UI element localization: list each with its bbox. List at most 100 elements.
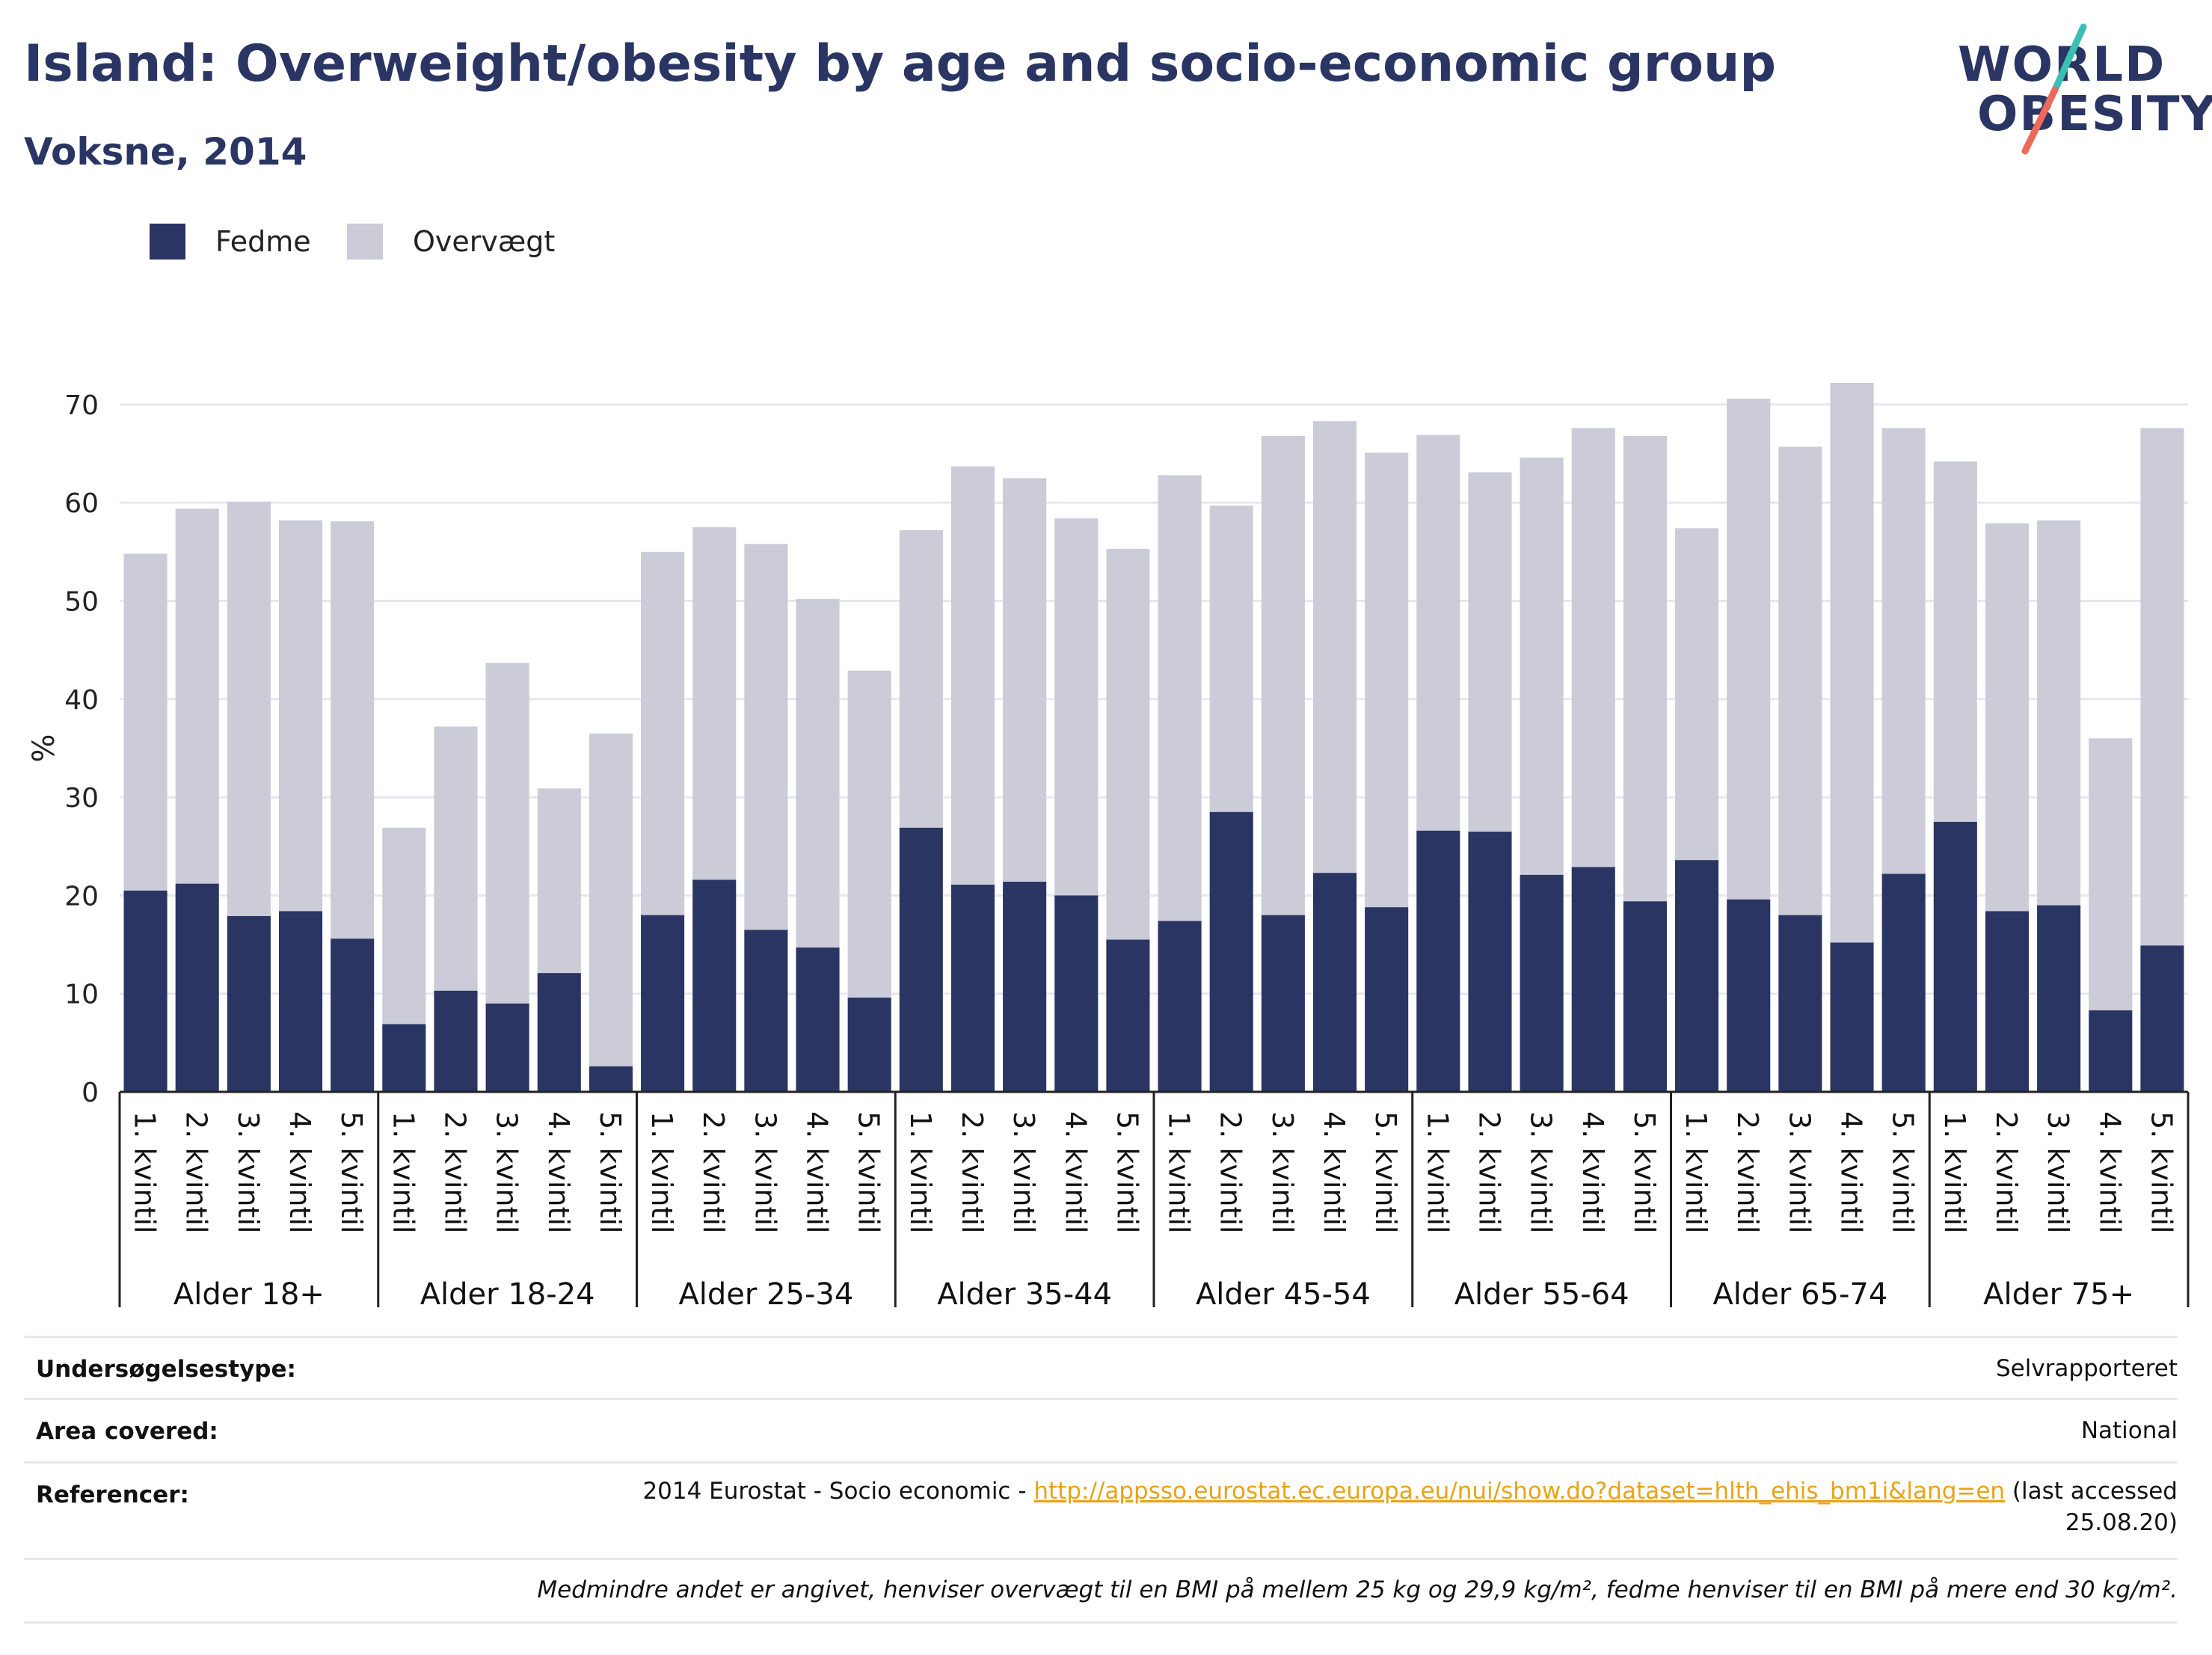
bar-overvaegt xyxy=(1209,506,1253,812)
bar-fedme xyxy=(331,939,375,1092)
bar-overvaegt xyxy=(382,827,426,1025)
legend-item-fedme[interactable]: Fedme xyxy=(150,221,311,262)
y-axis-label: % xyxy=(27,734,61,762)
bar-overvaegt xyxy=(1158,475,1202,921)
x-tick-label: 5. kvintil xyxy=(335,1111,368,1234)
bar-fedme xyxy=(692,879,737,1092)
group-label: Alder 18+ xyxy=(173,1277,325,1312)
bar-fedme xyxy=(1158,921,1202,1092)
x-tick-label: 3. kvintil xyxy=(1525,1111,1558,1234)
x-tick-label: 2. kvintil xyxy=(1731,1111,1764,1234)
x-tick-label: 4. kvintil xyxy=(2093,1111,2126,1234)
bar-overvaegt xyxy=(1054,518,1099,896)
x-tick-label: 3. kvintil xyxy=(1007,1111,1040,1234)
x-tick-label: 3. kvintil xyxy=(1266,1111,1299,1234)
legend-item-overvaegt[interactable]: Overvægt xyxy=(347,221,555,262)
x-tick-label: 5. kvintil xyxy=(1110,1111,1143,1234)
bar-overvaegt xyxy=(2037,520,2081,906)
x-tick-label: 5. kvintil xyxy=(1628,1111,1661,1234)
bar-fedme xyxy=(1623,901,1667,1092)
bar-fedme xyxy=(382,1024,426,1092)
bar-fedme xyxy=(1416,830,1460,1092)
bar-fedme xyxy=(123,890,168,1092)
reference-link[interactable]: http://appsso.eurostat.ec.europa.eu/nui/… xyxy=(1033,1478,2006,1505)
y-tick-label: 60 xyxy=(64,488,99,519)
x-tick-label: 1. kvintil xyxy=(129,1111,162,1234)
bar-fedme xyxy=(1261,915,1305,1092)
bar-overvaegt xyxy=(1416,435,1460,831)
group-label: Alder 65-74 xyxy=(1712,1277,1887,1312)
bar-overvaegt xyxy=(123,553,168,891)
bar-fedme xyxy=(899,827,943,1092)
reference-date: 25.08.20) xyxy=(2065,1509,2178,1536)
bar-overvaegt xyxy=(1261,435,1305,915)
bar-fedme xyxy=(1778,915,1822,1092)
x-tick-label: 2. kvintil xyxy=(1214,1111,1247,1234)
bar-fedme xyxy=(847,997,891,1092)
legend-swatch-overvaegt xyxy=(347,224,383,260)
x-tick-label: 1. kvintil xyxy=(1163,1111,1196,1234)
bar-fedme xyxy=(1312,873,1357,1092)
x-tick-label: 5. kvintil xyxy=(594,1111,627,1234)
x-tick-label: 4. kvintil xyxy=(801,1111,834,1234)
bar-overvaegt xyxy=(641,551,685,915)
bar-fedme xyxy=(1003,882,1047,1092)
y-tick-label: 50 xyxy=(64,587,99,618)
bar-fedme xyxy=(589,1066,633,1092)
bar-overvaegt xyxy=(1468,472,1512,832)
reference-prefix: 2014 Eurostat - Socio economic - xyxy=(642,1478,1034,1505)
bar-fedme xyxy=(1520,874,1564,1092)
x-tick-label: 3. kvintil xyxy=(232,1111,265,1234)
x-tick-label: 3. kvintil xyxy=(2042,1111,2074,1234)
bar-fedme xyxy=(1985,911,2030,1092)
logo-line-2: OBESITY xyxy=(1977,87,2212,142)
survey-type-value: Selvrapporteret xyxy=(1995,1355,2178,1382)
y-tick-label: 40 xyxy=(64,685,99,716)
y-tick-label: 20 xyxy=(64,881,99,912)
bar-fedme xyxy=(227,915,271,1092)
group-label: Alder 25-34 xyxy=(678,1277,853,1312)
info-row-references: Referencer: 2014 Eurostat - Socio econom… xyxy=(24,1461,2178,1558)
area-covered-label: Area covered: xyxy=(36,1418,218,1445)
bar-overvaegt xyxy=(227,501,271,916)
info-row-area: Area covered: National xyxy=(24,1398,2178,1461)
x-tick-label: 3. kvintil xyxy=(491,1111,523,1234)
x-tick-label: 1. kvintil xyxy=(1680,1111,1712,1234)
logo-slash-icon xyxy=(2021,23,2087,155)
bar-fedme xyxy=(950,884,995,1092)
legend-label-overvaegt: Overvægt xyxy=(413,225,556,258)
bar-overvaegt xyxy=(1365,452,1409,908)
info-row-survey: Undersøgelsestype: Selvrapporteret xyxy=(24,1336,2178,1398)
group-label: Alder 18-24 xyxy=(420,1277,595,1312)
bar-fedme xyxy=(434,990,478,1092)
x-tick-label: 4. kvintil xyxy=(283,1111,316,1234)
bar-overvaegt xyxy=(537,788,581,974)
world-obesity-logo: WORLD OBESITY xyxy=(1944,15,2212,165)
bar-fedme xyxy=(1675,860,1719,1092)
bar-fedme xyxy=(641,915,685,1092)
x-tick-label: 1. kvintil xyxy=(904,1111,937,1234)
x-tick-label: 4. kvintil xyxy=(1835,1111,1868,1234)
bar-fedme xyxy=(1881,873,1926,1092)
x-tick-label: 3. kvintil xyxy=(1783,1111,1816,1234)
bar-overvaegt xyxy=(950,466,995,885)
x-tick-label: 5. kvintil xyxy=(1887,1111,1920,1234)
bar-overvaegt xyxy=(1933,461,1977,822)
definition-note: Medmindre andet er angivet, henviser ove… xyxy=(537,1576,2178,1603)
x-tick-label: 4. kvintil xyxy=(1318,1111,1351,1234)
bar-overvaegt xyxy=(2140,428,2184,946)
info-row-note: Medmindre andet er angivet, henviser ove… xyxy=(24,1558,2178,1624)
x-tick-label: 4. kvintil xyxy=(1576,1111,1609,1234)
x-tick-label: 1. kvintil xyxy=(1938,1111,1971,1234)
bar-overvaegt xyxy=(1003,478,1047,882)
bar-chart: 0 10 20 30 40 50 60 70% 1. kvintil 2. kvintil 3. k… xyxy=(27,383,2190,1312)
x-tick-label: 1. kvintil xyxy=(387,1111,420,1234)
bar-fedme xyxy=(1468,832,1512,1092)
bar-fedme xyxy=(2140,945,2184,1092)
bar-fedme xyxy=(175,883,219,1092)
bar-overvaegt xyxy=(1520,457,1564,875)
bar-fedme xyxy=(485,1003,529,1092)
bar-overvaegt xyxy=(1778,446,1822,915)
y-tick-label: 30 xyxy=(64,783,99,814)
area-covered-value: National xyxy=(2080,1417,2178,1444)
